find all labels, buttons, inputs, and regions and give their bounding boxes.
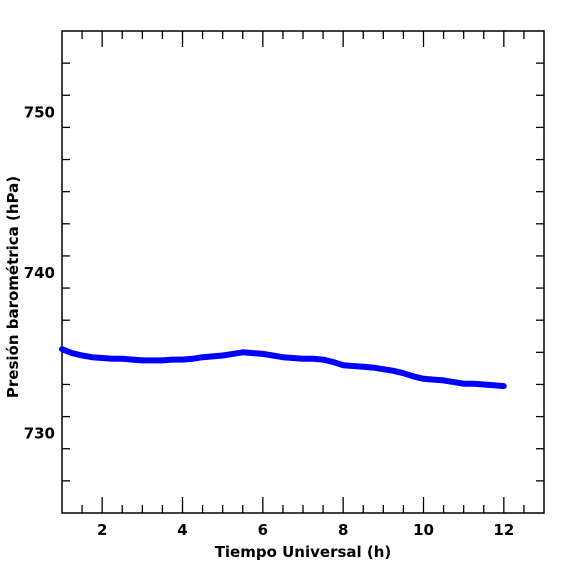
data-point [69, 350, 75, 356]
data-point [230, 351, 236, 357]
x-tick-label: 12 [493, 521, 514, 539]
data-point [451, 379, 457, 385]
data-point [210, 353, 216, 359]
data-point [310, 356, 316, 362]
data-point [129, 356, 135, 363]
data-point [169, 356, 176, 363]
data-point [240, 349, 246, 355]
data-point [350, 363, 356, 369]
data-point [99, 355, 105, 361]
data-point [400, 370, 407, 376]
x-tick-label: 4 [177, 521, 187, 539]
data-point [270, 352, 276, 359]
data-point [280, 354, 286, 360]
data-point [220, 352, 226, 359]
data-point [149, 357, 155, 363]
y-axis-title: Presión barométrica (hPa) [4, 176, 22, 398]
x-tick-label: 6 [258, 521, 268, 539]
data-point [380, 366, 386, 372]
data-point [320, 356, 326, 363]
data-point [179, 356, 186, 363]
x-tick-label: 8 [338, 521, 348, 539]
data-point [360, 364, 366, 370]
data-point [461, 381, 467, 387]
data-point [199, 354, 206, 360]
data-point [300, 356, 306, 362]
data-point [139, 357, 145, 363]
data-point [109, 356, 115, 362]
data-point [79, 352, 85, 359]
data-point [330, 359, 336, 365]
plot-frame [61, 30, 545, 514]
data-point [501, 383, 507, 389]
data-point [491, 382, 497, 388]
data-point [370, 364, 376, 371]
data-point [390, 368, 396, 374]
data-point [89, 354, 95, 360]
series-layer [59, 346, 507, 390]
data-point [440, 377, 447, 384]
y-tick-label: 740 [24, 264, 55, 282]
y-tick-label: 750 [24, 103, 55, 121]
data-point [260, 351, 266, 357]
data-point [481, 381, 487, 388]
data-point [340, 362, 346, 368]
x-tick-label: 10 [413, 521, 434, 539]
y-tick-label: 730 [24, 425, 55, 443]
data-point [250, 350, 256, 356]
data-point [59, 346, 65, 352]
data-point [420, 376, 427, 382]
data-point [159, 357, 166, 363]
data-point [290, 355, 296, 361]
data-point [471, 381, 477, 387]
data-point [189, 356, 196, 362]
axis-tick-labels: 2 4 6 8 10 12 730 740 750 [24, 103, 515, 539]
x-axis-title: Tiempo Universal (h) [215, 543, 392, 561]
data-point [430, 377, 437, 383]
axis-ticks [62, 31, 544, 513]
data-point [410, 373, 417, 380]
x-tick-label: 2 [97, 521, 107, 539]
data-point [119, 356, 125, 362]
